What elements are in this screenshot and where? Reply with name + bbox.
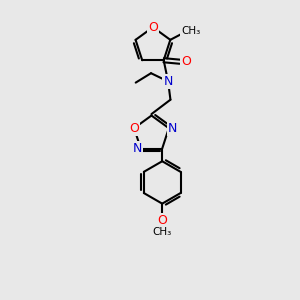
Text: CH₃: CH₃ — [181, 26, 200, 36]
Text: N: N — [168, 122, 177, 135]
Text: O: O — [157, 214, 167, 227]
Text: O: O — [148, 21, 158, 34]
Text: O: O — [129, 122, 139, 135]
Text: CH₃: CH₃ — [153, 227, 172, 237]
Text: O: O — [182, 55, 191, 68]
Text: N: N — [164, 75, 173, 88]
Text: N: N — [133, 142, 142, 155]
